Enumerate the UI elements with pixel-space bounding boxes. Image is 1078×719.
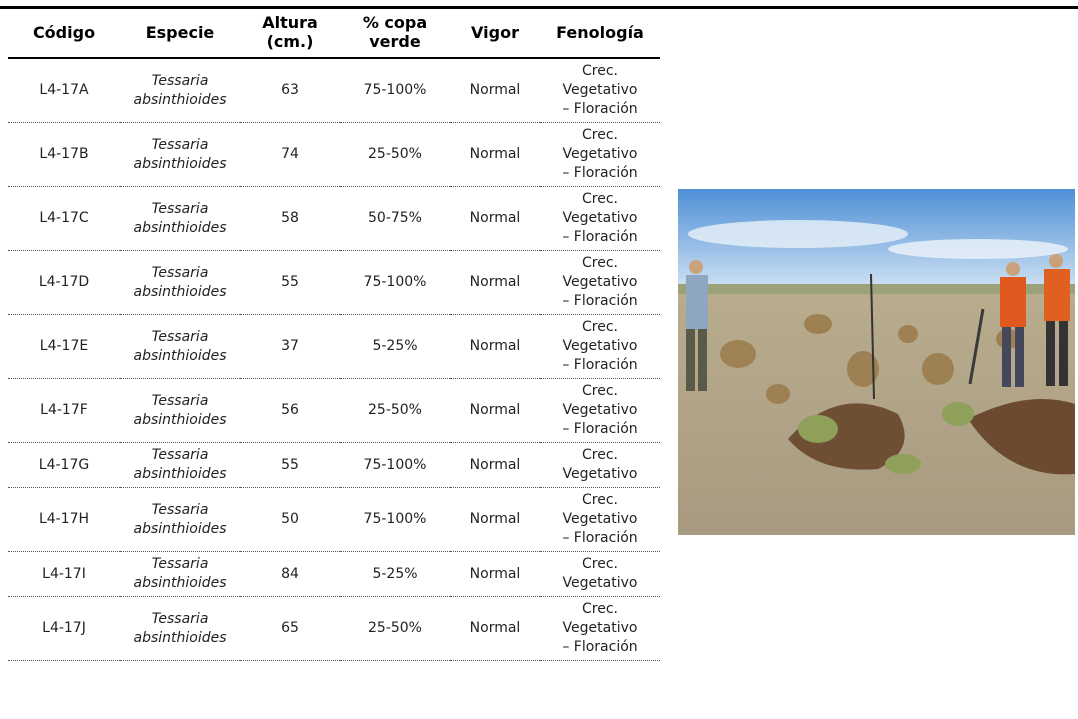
table-cell: L4-17F bbox=[8, 379, 120, 443]
table-cell: Tessaria absinthioides bbox=[120, 251, 240, 315]
page: CódigoEspecieAltura (cm.)% copa verdeVig… bbox=[0, 0, 1078, 719]
table-cell: Crec. Vegetativo – Floración bbox=[540, 123, 660, 187]
table-cell: Tessaria absinthioides bbox=[120, 488, 240, 552]
table-cell: 75-100% bbox=[340, 58, 450, 123]
table-cell: 74 bbox=[240, 123, 340, 187]
table-cell: 75-100% bbox=[340, 488, 450, 552]
table-cell: Crec. Vegetativo – Floración bbox=[540, 251, 660, 315]
table-cell: 50 bbox=[240, 488, 340, 552]
table-cell: Tessaria absinthioides bbox=[120, 187, 240, 251]
table-cell: 84 bbox=[240, 552, 340, 597]
table-cell: 50-75% bbox=[340, 187, 450, 251]
table-cell: L4-17E bbox=[8, 315, 120, 379]
table-cell: 37 bbox=[240, 315, 340, 379]
table-cell: Tessaria absinthioides bbox=[120, 123, 240, 187]
table-cell: 55 bbox=[240, 443, 340, 488]
table-cell: Crec. Vegetativo – Floración bbox=[540, 315, 660, 379]
field-photo bbox=[678, 189, 1075, 535]
table-cell: Normal bbox=[450, 251, 540, 315]
header-cell: Vigor bbox=[450, 9, 540, 58]
table-cell: L4-17H bbox=[8, 488, 120, 552]
table-cell: Tessaria absinthioides bbox=[120, 443, 240, 488]
table-cell: Crec. Vegetativo bbox=[540, 443, 660, 488]
table-cell: 25-50% bbox=[340, 597, 450, 661]
table-cell: 63 bbox=[240, 58, 340, 123]
table-cell: L4-17C bbox=[8, 187, 120, 251]
table-cell: 58 bbox=[240, 187, 340, 251]
header-cell: Fenología bbox=[540, 9, 660, 58]
table-cell: L4-17D bbox=[8, 251, 120, 315]
table-cell: 5-25% bbox=[340, 552, 450, 597]
table-cell: Normal bbox=[450, 315, 540, 379]
table-cell: L4-17I bbox=[8, 552, 120, 597]
table-cell: Crec. Vegetativo – Floración bbox=[540, 187, 660, 251]
table-cell: Tessaria absinthioides bbox=[120, 597, 240, 661]
table-cell: 25-50% bbox=[340, 123, 450, 187]
table-cell: Tessaria absinthioides bbox=[120, 58, 240, 123]
table-cell: 55 bbox=[240, 251, 340, 315]
table-cell: 5-25% bbox=[340, 315, 450, 379]
table-cell: Tessaria absinthioides bbox=[120, 315, 240, 379]
table-cell: L4-17B bbox=[8, 123, 120, 187]
table-cell: Normal bbox=[450, 58, 540, 123]
table-cell: Normal bbox=[450, 123, 540, 187]
table-cell: 25-50% bbox=[340, 379, 450, 443]
table-cell: Normal bbox=[450, 488, 540, 552]
table-cell: 75-100% bbox=[340, 251, 450, 315]
table-cell: Tessaria absinthioides bbox=[120, 379, 240, 443]
table-cell: Normal bbox=[450, 552, 540, 597]
table-cell: Crec. Vegetativo – Floración bbox=[540, 379, 660, 443]
table-cell: Normal bbox=[450, 187, 540, 251]
table-cell: L4-17G bbox=[8, 443, 120, 488]
table-cell: Normal bbox=[450, 443, 540, 488]
header-cell: Altura (cm.) bbox=[240, 9, 340, 58]
table-cell: L4-17J bbox=[8, 597, 120, 661]
table-cell: Tessaria absinthioides bbox=[120, 552, 240, 597]
table-cell: Crec. Vegetativo bbox=[540, 552, 660, 597]
table-cell: 65 bbox=[240, 597, 340, 661]
table-cell: Crec. Vegetativo – Floración bbox=[540, 488, 660, 552]
table-cell: 75-100% bbox=[340, 443, 450, 488]
header-cell: % copa verde bbox=[340, 9, 450, 58]
table-cell: Crec. Vegetativo – Floración bbox=[540, 597, 660, 661]
table-cell: Normal bbox=[450, 597, 540, 661]
table-cell: 56 bbox=[240, 379, 340, 443]
table-cell: Crec. Vegetativo – Floración bbox=[540, 58, 660, 123]
header-cell: Código bbox=[8, 9, 120, 58]
table-cell: L4-17A bbox=[8, 58, 120, 123]
table-cell: Normal bbox=[450, 379, 540, 443]
header-cell: Especie bbox=[120, 9, 240, 58]
